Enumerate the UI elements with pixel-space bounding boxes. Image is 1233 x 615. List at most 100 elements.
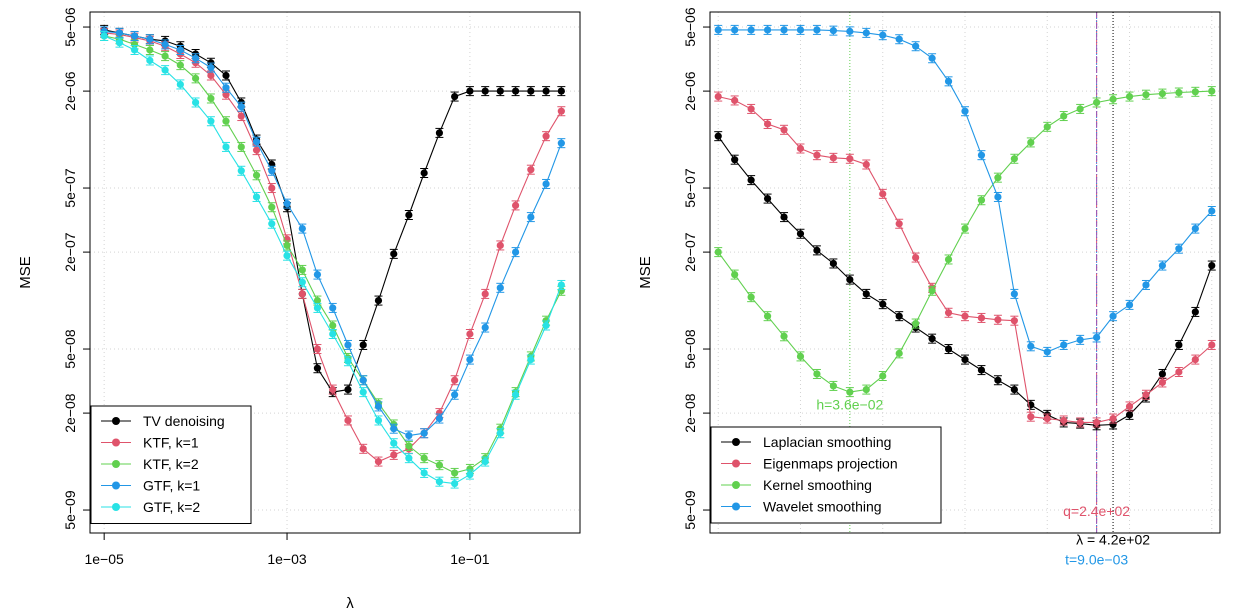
x-tick-label: 1e−01 [450,551,490,567]
data-point [481,87,489,95]
data-point [829,382,837,390]
plot-frame [709,11,1221,534]
legend: Laplacian smoothing Eigenmaps projection K… [710,426,942,524]
annotation-label: q=2.4e+02 [1063,503,1130,519]
data-point [390,439,398,447]
data-point [451,469,459,477]
data-point [912,253,920,262]
data-point [714,132,722,140]
data-point [329,330,337,338]
data-point [207,117,215,125]
y-tick-label: 5e−07 [682,168,698,208]
data-point [780,332,788,340]
data-point [961,107,969,115]
legend-label: Wavelet smoothing [763,499,882,515]
data-point [1175,341,1183,349]
data-point [191,98,200,107]
annotation-label: h=3.6e−02 [816,397,883,413]
y-tick-label: 2e−08 [682,393,698,433]
data-point [846,27,854,35]
data-point [374,402,383,411]
data-point [420,169,428,177]
y-tick-label: 2e−07 [62,232,78,272]
data-point [1191,308,1199,316]
data-point [344,416,352,425]
plot-frame [89,11,581,534]
data-point [420,469,428,477]
data-point [796,26,805,34]
data-point [527,166,535,174]
data-point [780,26,788,34]
data-point [298,290,306,298]
data-point [390,250,398,258]
legend-marker [112,481,120,490]
data-point [1208,261,1216,270]
data-point [466,470,474,479]
data-point [813,26,821,34]
data-point [912,42,920,50]
data-point [1093,333,1101,342]
data-point [944,345,953,353]
data-point [928,335,936,343]
data-point [928,287,936,295]
legend: TV denoising KTF, k=1 KTF, k=2 GTF, k=1 GTF,… [90,405,252,524]
data-point [435,461,444,469]
y-axis-label: MSE [17,256,34,289]
data-point [1158,89,1167,98]
data-point [780,213,788,221]
data-point [977,366,986,374]
data-point [994,376,1002,384]
data-point [481,323,489,332]
y-tick-label: 2e−06 [682,71,698,111]
data-point [511,391,520,399]
data-point [344,357,352,365]
data-point [237,103,245,111]
data-point [1158,370,1167,378]
legend-marker [732,481,740,489]
data-point [176,46,184,54]
x-axis: 1e−05 1e−03 1e−01 λ [84,533,490,612]
data-point [557,281,565,289]
data-point [252,171,261,179]
data-point [176,61,184,69]
data-point [313,345,322,353]
y-tick-label: 2e−07 [682,232,698,272]
data-point [796,230,805,238]
data-point [405,431,413,440]
data-point [1191,224,1199,233]
data-point [557,139,565,147]
data-point [146,35,154,43]
data-point [895,312,903,320]
data-point [161,66,169,74]
data-point [207,94,215,103]
data-point [374,457,383,466]
y-tick-label: 5e−08 [682,329,698,369]
data-point [222,117,230,125]
data-point [283,200,291,208]
data-point [542,180,550,188]
data-point [1142,391,1150,399]
legend-label: KTF, k=2 [143,456,199,472]
data-point [944,309,953,317]
data-point [1208,87,1216,95]
data-point [496,241,504,250]
data-point [1043,348,1051,356]
data-point [313,364,322,372]
data-point [1060,112,1068,120]
data-point [994,193,1002,201]
data-point [1060,416,1068,425]
y-tick-label: 5e−09 [682,490,698,530]
data-point [961,312,969,320]
series-line [104,32,562,463]
data-point [1109,312,1117,320]
data-point [1010,385,1018,394]
data-point [780,126,788,134]
data-point [359,445,367,453]
data-point [944,77,953,85]
data-point [862,29,870,37]
data-point [862,160,870,169]
data-point [146,56,154,65]
y-tick-label: 5e−06 [62,7,78,47]
data-point [944,255,953,264]
data-point [879,300,887,308]
